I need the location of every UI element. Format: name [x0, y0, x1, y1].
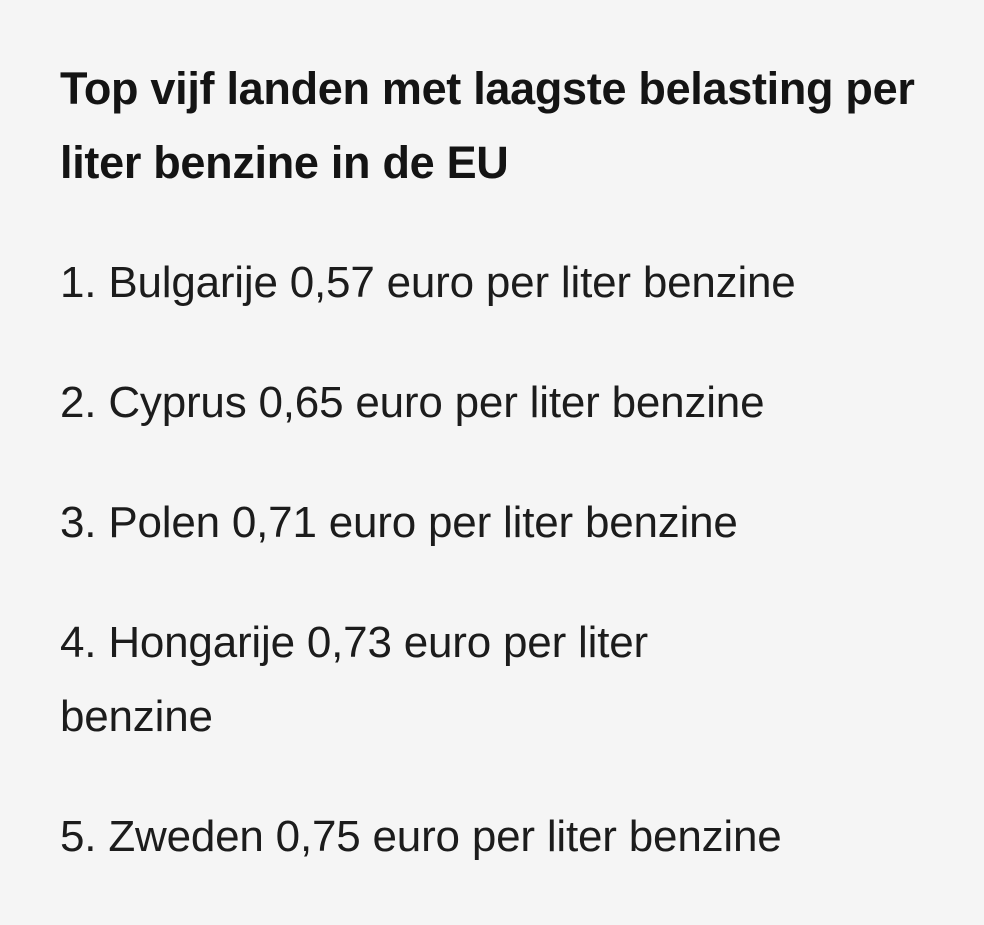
list-item: 3. Polen 0,71 euro per liter benzine	[60, 486, 940, 560]
list-item-text: 4. Hongarije 0,73 euro per liter benzine	[60, 618, 648, 741]
list-item-text: 1. Bulgarije 0,57 euro per liter benzine	[60, 258, 796, 307]
list-item: 1. Bulgarije 0,57 euro per liter benzine	[60, 246, 940, 320]
list-item: 4. Hongarije 0,73 euro per liter benzine	[60, 606, 940, 754]
ranking-list: 1. Bulgarije 0,57 euro per liter benzine…	[60, 246, 940, 874]
list-item: 2. Cyprus 0,65 euro per liter benzine	[60, 366, 940, 440]
article-heading: Top vijf landen met laagste belasting pe…	[60, 63, 915, 188]
list-item-text: 3. Polen 0,71 euro per liter benzine	[60, 498, 738, 547]
article-body: Top vijf landen met laagste belasting pe…	[60, 52, 940, 874]
list-item: 5. Zweden 0,75 euro per liter benzine	[60, 800, 940, 874]
list-item-text: 2. Cyprus 0,65 euro per liter benzine	[60, 378, 765, 427]
list-item-text: 5. Zweden 0,75 euro per liter benzine	[60, 812, 782, 861]
